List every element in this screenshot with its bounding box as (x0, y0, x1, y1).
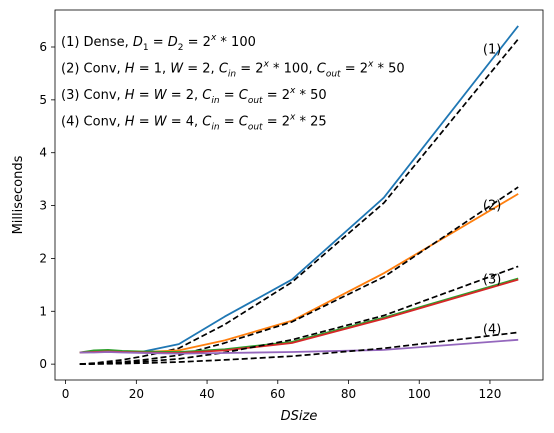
series-line (79, 338, 519, 355)
y-tick-label: 6 (39, 40, 47, 54)
annotation-line: (4) Conv, H = W = 4, Cin = Cout = 2x * 2… (61, 113, 327, 133)
x-axis: 0 20 40 60 80 100 120 (62, 380, 502, 401)
x-tick-label: 100 (408, 387, 431, 401)
y-tick-label: 0 (39, 357, 47, 371)
y-axis-title: Milliseconds (11, 155, 26, 234)
series-label: (3) (483, 273, 501, 288)
x-axis-title: DSize (281, 409, 318, 424)
y-tick-label: 1 (39, 304, 47, 318)
y-tick-label: 3 (39, 199, 47, 213)
y-tick-label: 4 (39, 146, 47, 160)
x-tick-label: 120 (479, 387, 502, 401)
line-label-layer: (1) (2) (3) (4) (483, 43, 501, 338)
plot-frame (54, 9, 544, 381)
series-label: (1) (483, 43, 501, 58)
y-tick-label: 2 (39, 251, 47, 265)
dashed-estimate-line (79, 331, 519, 365)
y-tick-label: 5 (39, 93, 47, 107)
x-tick-label: 60 (270, 387, 285, 401)
series-line (79, 277, 519, 354)
y-axis: 0 1 2 3 4 5 6 (39, 40, 55, 371)
x-tick-label: 0 (62, 387, 70, 401)
annotation-line: (2) Conv, H = 1, W = 2, Cin = 2x * 100, … (61, 60, 405, 80)
x-tick-label: 80 (341, 387, 356, 401)
x-tick-label: 40 (199, 387, 214, 401)
x-tick-label: 20 (129, 387, 144, 401)
annotation-layer: (1) Dense, D1 = D2 = 2x * 100 (2) Conv, H… (61, 33, 405, 133)
annotation-line: (1) Dense, D1 = D2 = 2x * 100 (61, 33, 256, 53)
series-label: (2) (483, 199, 501, 214)
dashed-estimate-line (79, 38, 519, 365)
series-layer (79, 25, 519, 365)
annotation-line: (3) Conv, H = W = 2, Cin = Cout = 2x * 5… (61, 86, 327, 106)
series-label: (4) (483, 322, 501, 337)
